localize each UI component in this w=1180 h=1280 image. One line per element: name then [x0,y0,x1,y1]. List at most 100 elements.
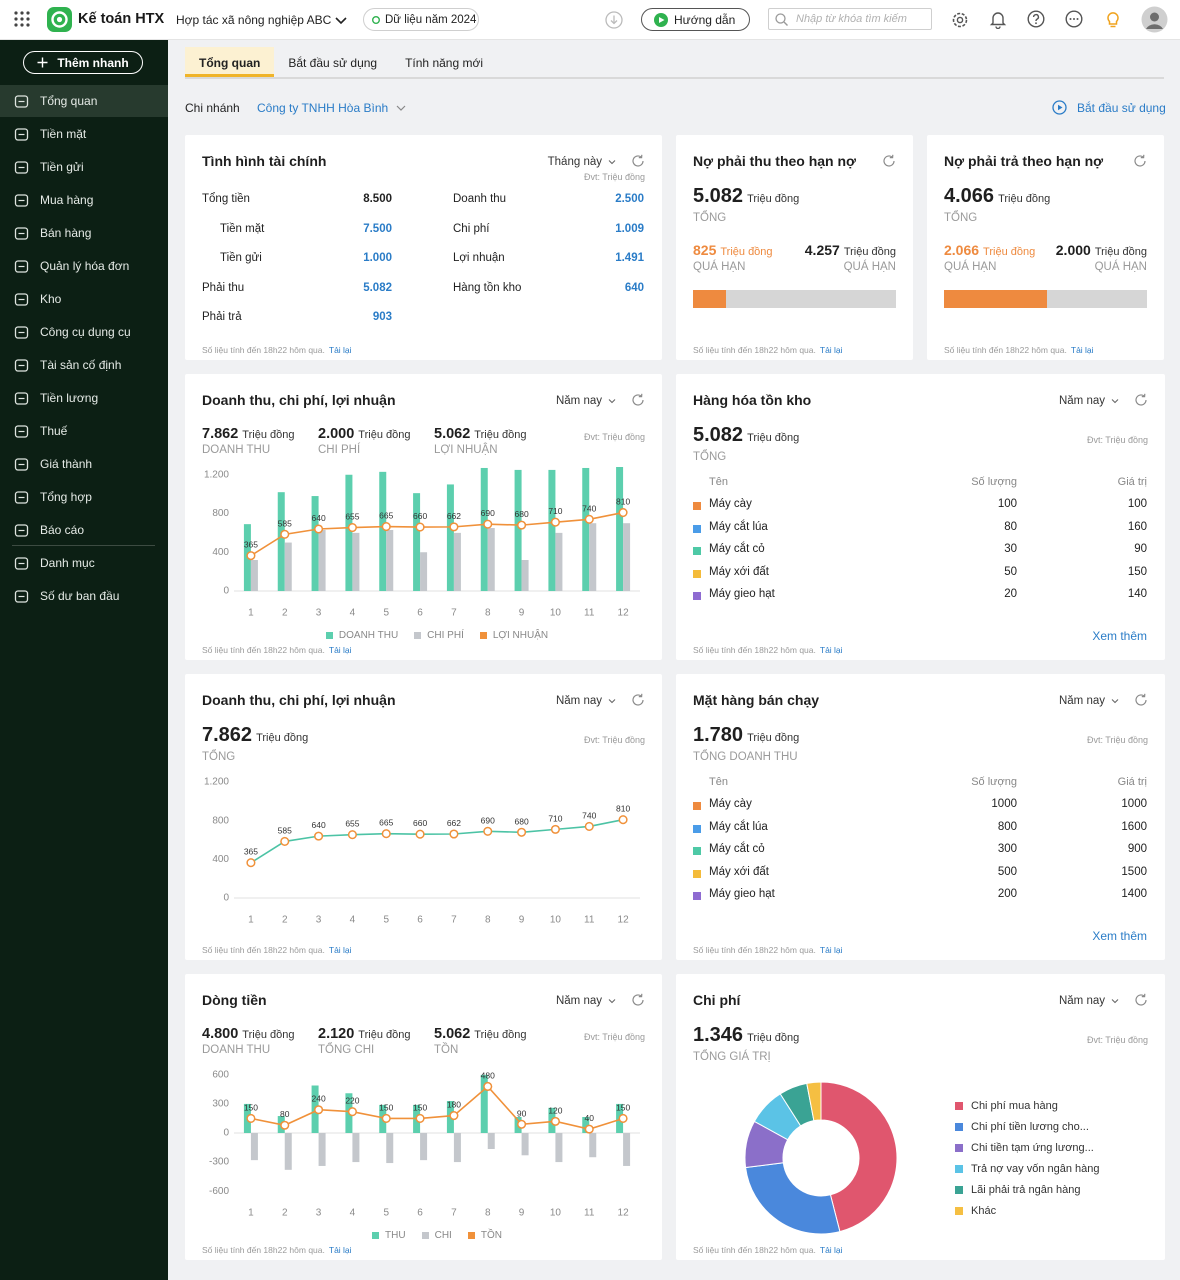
kpi: 5.062 Triệu đồng [434,1026,526,1042]
reload-link[interactable]: Tải lại [328,1245,352,1255]
refresh-button[interactable] [631,693,645,707]
top-bar: Kế toán HTX Hợp tác xã nông nghiệp ABC D… [0,0,1180,40]
organization-chevron[interactable] [334,13,348,27]
download-icon[interactable] [605,11,623,29]
user-avatar[interactable] [1141,6,1168,33]
legend-label: CHI [434,1230,452,1241]
refresh-button[interactable] [1134,993,1148,1007]
more-ring [1065,10,1083,28]
kpi-caption: CHI PHÍ [318,444,361,456]
refresh-button[interactable] [1133,154,1147,168]
search-box[interactable]: Nhập từ khóa tìm kiếm [768,8,932,30]
point [314,524,324,534]
reload-link[interactable]: Tải lại [819,1245,843,1255]
refresh-icon [883,154,895,167]
refresh-button[interactable] [1134,693,1148,707]
period-dropdown[interactable]: Năm nay [556,395,617,407]
refresh-button[interactable] [882,154,896,168]
menu-item[interactable]: Tiền lương [0,382,168,414]
menu-item[interactable]: Tiền mặt [0,118,168,150]
y-tick-label: 600 [212,1069,229,1080]
menu-item[interactable]: Bán hàng [0,217,168,249]
help-icon[interactable] [1027,10,1045,28]
view-more-link[interactable]: Xem thêm [1092,629,1147,643]
kpi-caption: TỔNG [693,212,727,224]
column-header: Giá trị [1117,776,1147,788]
logo[interactable] [47,7,72,32]
settings-icon[interactable] [951,11,969,29]
bar [453,1133,461,1163]
start-icon[interactable] [1052,100,1067,115]
more-icon[interactable] [1065,10,1083,28]
legend-item: Chi phí mua hàng [955,1100,1058,1112]
organization[interactable]: Hợp tác xã nông nghiệp ABC [176,13,332,27]
menu-item[interactable]: Tiền gửi [0,151,168,183]
branch-value[interactable]: Công ty TNHH Hòa Bình [257,101,389,115]
menu-item[interactable]: Mua hàng [0,184,168,216]
menu-item[interactable]: Danh mục [0,547,168,579]
menu-item[interactable]: Kho [0,283,168,315]
kpi-unit: Triệu đồng [747,732,800,744]
avatar-body [1146,24,1163,29]
menu-item[interactable]: Số dư ban đầu [0,580,168,612]
menu-icon-shape [14,127,29,141]
refresh-button[interactable] [631,993,645,1007]
bar [487,1133,495,1149]
legend-swatch [414,632,422,639]
menu-item[interactable]: Giá thành [0,448,168,480]
legend-label: TỒN [480,1230,502,1241]
reload-link[interactable]: Tải lại [328,645,352,655]
guide-button[interactable]: Hướng dẫn [641,8,750,31]
reload-link[interactable]: Tải lại [1070,345,1094,355]
legend-swatch [372,1232,380,1239]
period-dropdown[interactable]: Năm nay [556,695,617,707]
finance-card: Tình hình tài chính Tháng này Số liệu tính… [185,135,662,360]
data-year-badge[interactable]: Dữ liệu năm 2024 [363,8,479,31]
menu-item[interactable]: Tài sản cố định [0,349,168,381]
menu-item[interactable]: Tổng hợp [0,481,168,513]
refresh-arrow [638,154,643,159]
refresh-button[interactable] [1134,393,1148,407]
view-more-link[interactable]: Xem thêm [1092,929,1147,943]
reload-link[interactable]: Tải lại [328,945,352,955]
menu-item[interactable]: Tổng quan [0,85,168,117]
menu-item[interactable]: Quản lý hóa đơn [0,250,168,282]
menu-item[interactable]: Thuế [0,415,168,447]
x-tick-label: 3 [316,1208,322,1219]
start-link[interactable]: Bắt đầu sử dụng [1077,101,1166,115]
idea-icon[interactable] [1103,9,1123,29]
menu-item[interactable]: Báo cáo [0,514,168,546]
refresh-arrow [1141,393,1146,398]
menu-icon [14,259,29,273]
column-header: Số lượng [971,776,1017,788]
quick-add-button[interactable]: Thêm nhanh [23,51,143,74]
tab[interactable]: Bắt đầu sử dụng [288,56,378,70]
reload-link[interactable]: Tải lại [328,345,352,355]
reload-link[interactable]: Tải lại [819,345,843,355]
period-dropdown[interactable]: Năm nay [1059,395,1120,407]
reload-link[interactable]: Tải lại [819,945,843,955]
notification-icon[interactable] [989,10,1007,29]
period-dropdown[interactable]: Năm nay [1059,695,1120,707]
kpi-value: 7.862 [202,724,253,746]
reload-link[interactable]: Tải lại [819,645,843,655]
item-value: 90 [1134,543,1147,555]
x-tick-label: 12 [618,915,630,926]
tab[interactable]: Tính năng mới [405,56,483,70]
period-dropdown[interactable]: Năm nay [1059,995,1120,1007]
period-dropdown[interactable]: Tháng này [548,156,617,168]
refresh-button[interactable] [631,393,645,407]
menu-item[interactable]: Công cụ dụng cụ [0,316,168,348]
bar [521,560,529,591]
dot [1073,18,1075,20]
refresh-button[interactable] [631,154,645,168]
refresh-icon [632,693,644,706]
apps-icon[interactable] [14,11,30,27]
period-dropdown[interactable]: Năm nay [556,995,617,1007]
finance-label: Doanh thu [453,193,507,205]
branch-chevron[interactable] [395,102,407,114]
tab[interactable]: Tổng quan [185,47,275,77]
x-tick-label: 10 [550,608,562,619]
x-tick-label: 12 [618,608,630,619]
dot [20,11,24,15]
